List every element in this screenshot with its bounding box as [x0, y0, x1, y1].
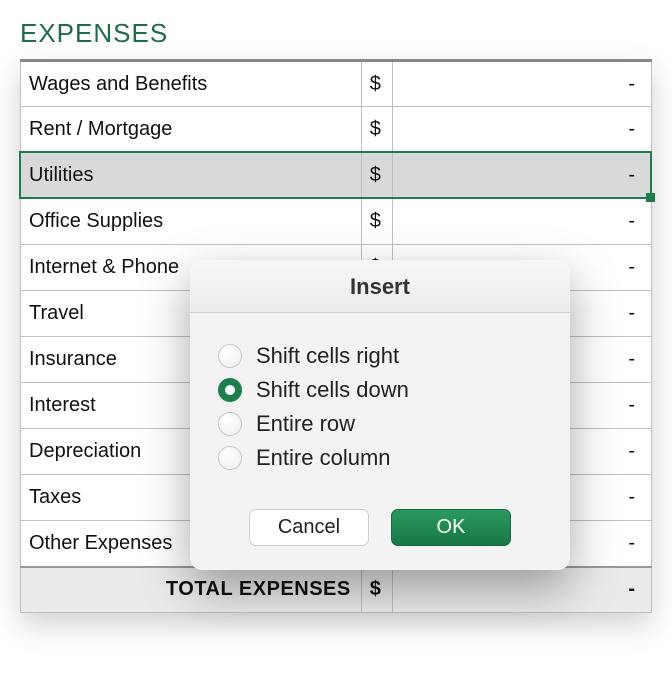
row-value[interactable]: -	[393, 153, 652, 199]
currency-symbol: $	[361, 61, 393, 107]
total-row: TOTAL EXPENSES$-	[21, 567, 652, 613]
currency-symbol: $	[361, 107, 393, 153]
radio-indicator[interactable]	[218, 344, 242, 368]
radio-indicator[interactable]	[218, 412, 242, 436]
dialog-title: Insert	[190, 260, 570, 313]
radio-label: Shift cells right	[256, 343, 399, 369]
total-value: -	[393, 567, 652, 613]
dialog-footer: Cancel OK	[190, 487, 570, 570]
radio-option-shift-right[interactable]: Shift cells right	[218, 343, 542, 369]
currency-symbol: $	[361, 199, 393, 245]
row-label[interactable]: Utilities	[21, 153, 362, 199]
section-title: EXPENSES	[20, 18, 652, 49]
row-label[interactable]: Office Supplies	[21, 199, 362, 245]
table-row[interactable]: Rent / Mortgage$-	[21, 107, 652, 153]
row-label[interactable]: Wages and Benefits	[21, 61, 362, 107]
radio-option-shift-down[interactable]: Shift cells down	[218, 377, 542, 403]
ok-button[interactable]: OK	[391, 509, 511, 546]
currency-symbol: $	[361, 153, 393, 199]
insert-dialog: Insert Shift cells right Shift cells down…	[190, 260, 570, 570]
radio-label: Entire row	[256, 411, 355, 437]
row-value[interactable]: -	[393, 199, 652, 245]
radio-label: Entire column	[256, 445, 391, 471]
radio-option-entire-row[interactable]: Entire row	[218, 411, 542, 437]
radio-indicator[interactable]	[218, 446, 242, 470]
row-value[interactable]: -	[393, 61, 652, 107]
row-value[interactable]: -	[393, 107, 652, 153]
table-row[interactable]: Office Supplies$-	[21, 199, 652, 245]
radio-indicator[interactable]	[218, 378, 242, 402]
currency-symbol: $	[361, 567, 393, 613]
radio-label: Shift cells down	[256, 377, 409, 403]
table-row[interactable]: Utilities$-	[21, 153, 652, 199]
cancel-button[interactable]: Cancel	[249, 509, 369, 546]
table-row[interactable]: Wages and Benefits$-	[21, 61, 652, 107]
radio-option-entire-column[interactable]: Entire column	[218, 445, 542, 471]
dialog-body: Shift cells right Shift cells down Entire …	[190, 313, 570, 487]
total-label: TOTAL EXPENSES	[21, 567, 362, 613]
row-label[interactable]: Rent / Mortgage	[21, 107, 362, 153]
